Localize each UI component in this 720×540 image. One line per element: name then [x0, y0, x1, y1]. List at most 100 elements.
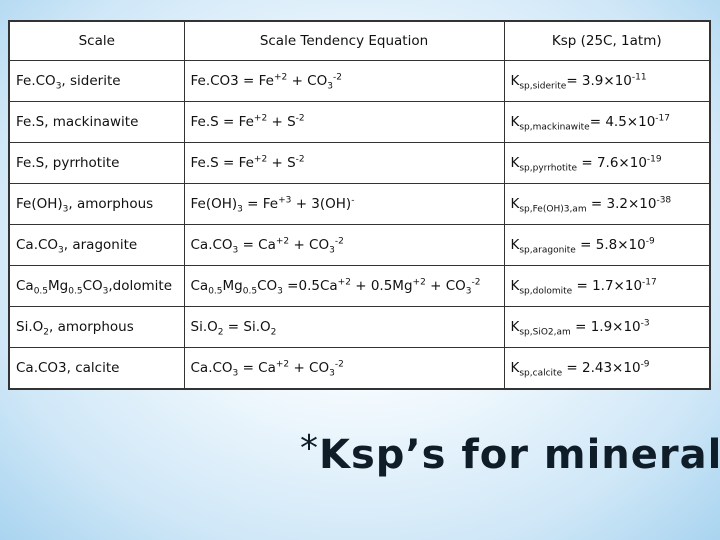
text-segment: 0.5 — [242, 286, 258, 297]
text-segment: K — [510, 237, 520, 253]
header-scale: Scale — [8, 20, 185, 61]
text-segment: 3 — [55, 81, 62, 92]
text-segment: sp,Fe(OH)3,am — [519, 204, 587, 215]
text-segment: -9 — [645, 236, 655, 247]
text-segment: + CO — [289, 237, 330, 253]
cell-ksp: Ksp,Fe(OH)3,am = 3.2×10-38 — [503, 183, 711, 225]
text-segment: -3 — [640, 318, 650, 329]
cell-equation: Ca0.5Mg0.5CO3 =0.5Ca+2 + 0.5Mg+2 + CO3-2 — [183, 265, 505, 307]
slide-title: *Ksp’s for minerals — [300, 428, 720, 478]
text-segment: 3 — [327, 81, 333, 92]
text-segment: -2 — [295, 154, 305, 165]
text-segment: = Ca — [238, 237, 276, 253]
text-segment: = Fe — [242, 196, 279, 212]
text-segment: 3 — [62, 204, 69, 215]
table-row: Fe.S, pyrrhotite Fe.S = Fe+2 + S-2 Ksp,pyr… — [8, 142, 711, 184]
text-segment: Fe.CO3 = Fe — [190, 73, 275, 89]
text-segment: sp,SiO2,am — [519, 327, 571, 338]
minerals-ksp-table: Scale Scale Tendency Equation Ksp (25C, … — [8, 20, 711, 390]
table-row: Ca.CO3, calcite Ca.CO3 = Ca+2 + CO3-2 Ksp,… — [8, 347, 711, 390]
text-segment: K — [510, 196, 520, 212]
text-segment: Si.O — [16, 319, 44, 335]
text-segment: Ca — [16, 278, 34, 294]
text-segment: = Si.O — [223, 319, 271, 335]
table-row: Ca0.5Mg0.5CO3,dolomite Ca0.5Mg0.5CO3 =0.5… — [8, 265, 711, 307]
cell-equation: Ca.CO3 = Ca+2 + CO3-2 — [183, 224, 505, 266]
text-segment: -17 — [642, 277, 657, 288]
text-segment: Fe.S, pyrrhotite — [16, 155, 120, 171]
text-segment: = 1.9×10 — [570, 319, 641, 335]
table-body: Fe.CO3, siderite Fe.CO3 = Fe+2 + CO3-2 Ksp… — [8, 60, 711, 390]
text-segment: + S — [267, 155, 296, 171]
text-segment: = 7.6×10 — [577, 155, 647, 171]
text-segment: Ca.CO3, calcite — [16, 360, 120, 376]
text-segment: 3 — [102, 286, 109, 297]
text-segment: +2 — [412, 277, 426, 288]
text-segment: 3 — [232, 245, 239, 256]
text-segment: +3 — [278, 195, 292, 206]
table-row: Fe(OH)3, amorphous Fe(OH)3 = Fe+3 + 3(OH)… — [8, 183, 711, 225]
text-segment: Ca.CO — [16, 237, 59, 253]
text-segment: sp,aragonite — [519, 245, 576, 256]
table-row: Fe.S, mackinawite Fe.S = Fe+2 + S-2 Ksp,ma… — [8, 101, 711, 143]
cell-scale: Fe.CO3, siderite — [8, 60, 185, 102]
text-segment: =0.5Ca — [282, 278, 338, 294]
cell-scale: Si.O2, amorphous — [8, 306, 185, 348]
cell-ksp: Ksp,aragonite = 5.8×10-9 — [503, 224, 711, 266]
text-segment: CO — [257, 278, 278, 294]
cell-ksp: Ksp,calcite = 2.43×10-9 — [503, 347, 711, 390]
text-segment: sp,calcite — [519, 368, 563, 379]
text-segment: + 0.5Mg — [350, 278, 413, 294]
text-segment: , aragonite — [63, 237, 138, 253]
cell-equation: Si.O2 = Si.O2 — [183, 306, 505, 348]
text-segment: 2 — [270, 327, 277, 338]
cell-scale: Fe(OH)3, amorphous — [8, 183, 185, 225]
text-segment: K — [510, 278, 520, 294]
cell-ksp: Ksp,dolomite = 1.7×10-17 — [503, 265, 711, 307]
header-equation: Scale Tendency Equation — [183, 20, 505, 61]
cell-scale: Fe.S, pyrrhotite — [8, 142, 185, 184]
text-segment: K — [510, 73, 520, 89]
text-segment: K — [510, 319, 520, 335]
cell-equation: Fe.S = Fe+2 + S-2 — [183, 101, 505, 143]
table-row: Ca.CO3, aragonite Ca.CO3 = Ca+2 + CO3-2 Ks… — [8, 224, 711, 266]
text-segment: -9 — [640, 359, 650, 370]
cell-ksp: Ksp,siderite= 3.9×10-11 — [503, 60, 711, 102]
text-segment: +2 — [253, 154, 268, 165]
text-segment: Fe(OH) — [16, 196, 63, 212]
text-segment: - — [351, 195, 355, 206]
table-header-row: Scale Scale Tendency Equation Ksp (25C, … — [8, 20, 711, 61]
text-segment: + 3(OH) — [291, 196, 352, 212]
text-segment: 3 — [329, 368, 335, 379]
text-segment: 3 — [237, 204, 243, 215]
text-segment: -38 — [656, 195, 672, 206]
text-segment: K — [510, 155, 520, 171]
text-segment: K — [510, 360, 520, 376]
text-segment: 3 — [329, 245, 335, 256]
text-segment: -17 — [655, 113, 670, 124]
text-segment: = 3.2×10 — [586, 196, 657, 212]
text-segment: sp,pyrrhotite — [519, 163, 578, 174]
text-segment: Fe.CO — [16, 73, 56, 89]
text-segment: , amorphous — [68, 196, 154, 212]
text-segment: -2 — [334, 359, 344, 370]
cell-equation: Fe.S = Fe+2 + S-2 — [183, 142, 505, 184]
cell-ksp: Ksp,mackinawite= 4.5×10-17 — [503, 101, 711, 143]
text-segment: Ca.CO — [190, 237, 233, 253]
text-segment: +2 — [275, 236, 290, 247]
text-segment: Mg — [48, 278, 69, 294]
text-segment: 0.5 — [33, 286, 49, 297]
cell-scale: Fe.S, mackinawite — [8, 101, 185, 143]
text-segment: +2 — [274, 72, 288, 83]
text-segment: 2 — [217, 327, 224, 338]
text-segment: , siderite — [61, 73, 121, 89]
text-segment: Ca.CO — [190, 360, 233, 376]
text-segment: Fe.S, mackinawite — [16, 114, 139, 130]
text-segment: -2 — [332, 72, 342, 83]
text-segment: Ca — [190, 278, 209, 294]
cell-ksp: Ksp,SiO2,am = 1.9×10-3 — [503, 306, 711, 348]
text-segment: ,dolomite — [108, 278, 173, 294]
text-segment: +2 — [275, 359, 290, 370]
text-segment: -19 — [646, 154, 662, 165]
text-segment: + CO — [287, 73, 328, 89]
